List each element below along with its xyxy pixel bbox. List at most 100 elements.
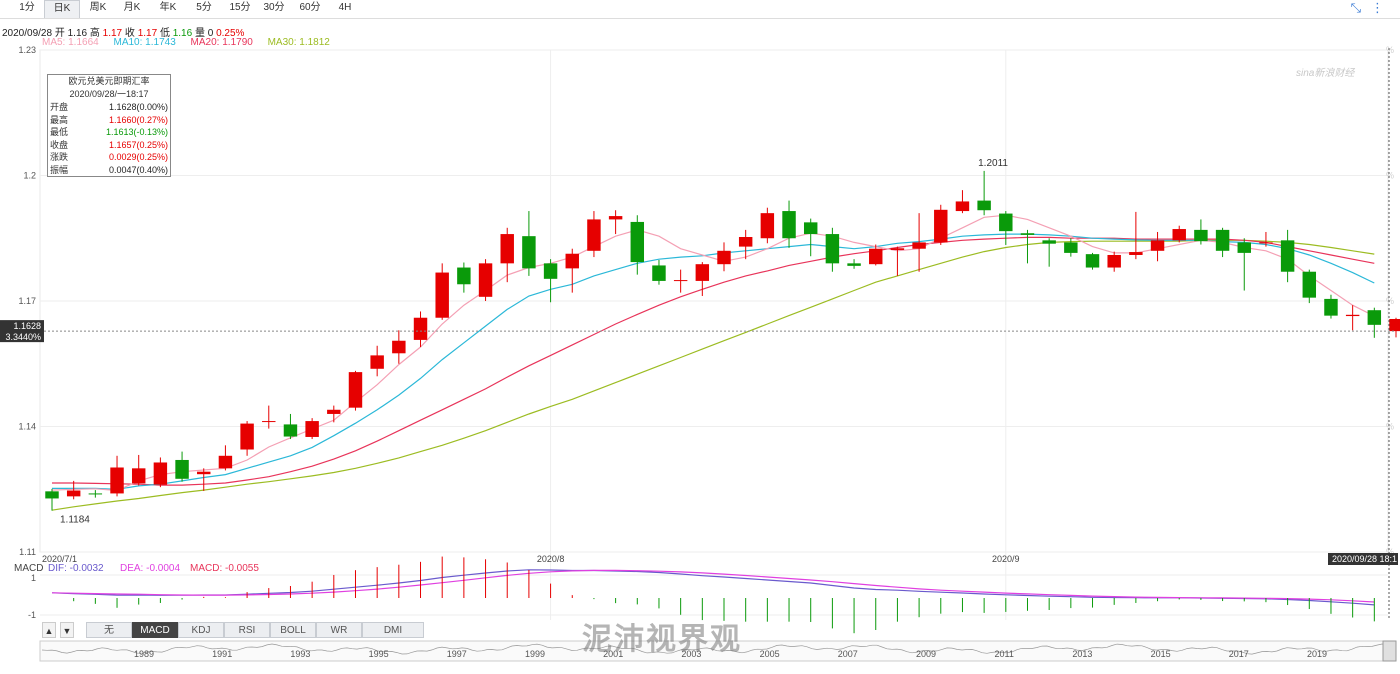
macd-legend-dif: DIF: -0.0032 [48, 563, 104, 574]
candle-body [738, 236, 753, 247]
tab-daily-k[interactable]: 日K [44, 0, 80, 18]
candle-body [890, 248, 905, 250]
info-open: 1.16 [67, 28, 88, 39]
y-tick-pct-label: % [1386, 296, 1394, 306]
overview-year-label: 1997 [447, 649, 467, 659]
tab-4h[interactable]: 4H [338, 2, 352, 13]
tab-5min[interactable]: 5分 [196, 2, 212, 13]
candle-body [608, 216, 623, 220]
overview-year-label: 2015 [1151, 649, 1171, 659]
candle-body [1085, 254, 1100, 268]
current-price-label: 1.1628 [13, 321, 41, 331]
info-pct: 0.25% [216, 28, 245, 39]
info-high-label: 高 [89, 28, 100, 39]
ma20-line [52, 236, 1375, 486]
ma30-legend: MA30: 1.1812 [267, 37, 330, 48]
ma30-line [51, 239, 1375, 511]
info-low-label: 低 [159, 28, 170, 39]
fullscreen-icon[interactable]: ⤡ [1350, 0, 1371, 15]
scroll-up-arrow[interactable]: ▲ [42, 622, 56, 638]
tab-30min[interactable]: 30分 [263, 2, 285, 13]
candle-body [522, 236, 536, 269]
y-tick-label: 1.17 [18, 296, 36, 306]
candle-body [153, 462, 168, 485]
candle-body [782, 211, 796, 239]
overview-year-label: 2013 [1072, 649, 1092, 659]
y-tick-label: 1.11 [19, 547, 36, 557]
indicator-none-button[interactable]: 无 [86, 622, 132, 638]
candle-body [695, 264, 710, 281]
ma10-legend: MA10: 1.1743 [113, 37, 176, 48]
candle-body [218, 455, 233, 469]
candle-body [131, 468, 146, 484]
indicator-dmi-button[interactable]: DMI [362, 622, 424, 638]
candle-body [305, 421, 319, 437]
candle-body [869, 248, 883, 265]
info-date: 2020/09/28 [2, 28, 53, 39]
tooltip-value: 1.1613(-0.13%) [105, 127, 168, 137]
candle-body [435, 272, 449, 318]
candle-body [348, 372, 363, 408]
info-vol-label: 量 [194, 28, 205, 39]
overview-year-label: 2005 [760, 649, 780, 659]
macd-tick-label: -1 [28, 610, 36, 620]
y-tick-label: 1.2 [23, 171, 36, 181]
tooltip-label: 最低 [50, 127, 69, 137]
scroll-down-arrow[interactable]: ▼ [60, 622, 74, 638]
indicator-wr-button[interactable]: WR [316, 622, 362, 638]
candle-body [999, 213, 1013, 232]
candle-body [1302, 271, 1317, 298]
tooltip-label: 收盘 [50, 139, 69, 150]
candle-body [652, 265, 666, 281]
candle-body [327, 409, 341, 414]
indicator-kdj-button[interactable]: KDJ [178, 622, 224, 638]
candle-body [1280, 240, 1295, 272]
tab-15min[interactable]: 15分 [229, 2, 251, 13]
candle-body [110, 467, 124, 494]
candle-body [717, 250, 731, 265]
candle-body [543, 263, 558, 279]
tab-weekly-k[interactable]: 周K [89, 2, 107, 13]
ma10-line [52, 233, 1375, 490]
candle-body [1367, 310, 1382, 325]
end-date-box [1328, 553, 1398, 565]
overview-year-label: 2001 [603, 649, 623, 659]
tooltip-value: 0.0029(0.25%) [108, 152, 168, 162]
overview-line [41, 643, 1393, 655]
candle-body [1237, 242, 1251, 253]
tab-yearly-k[interactable]: 年K [159, 2, 177, 13]
min-price-label: 1.1184 [60, 515, 90, 526]
x-tick-label: 2020/7/1 [42, 554, 77, 564]
candle-body [1259, 242, 1273, 244]
indicator-rsi-button[interactable]: RSI [224, 622, 270, 638]
ma20-legend: MA20: 1.1790 [190, 37, 253, 48]
indicator-boll-button[interactable]: BOLL [270, 622, 316, 638]
tab-monthly-k[interactable]: 月K [123, 2, 141, 13]
period-tab-bar: 1分 日K 周K 月K 年K 5分 15分 30分 60分 4H ⤡⋮ [0, 0, 1400, 19]
candle-body [565, 253, 579, 269]
overview-handle [1382, 640, 1397, 662]
tooltip-title: 欧元兑美元即期汇率 [68, 76, 150, 86]
more-icon[interactable]: ⋮ [1371, 0, 1394, 15]
tab-1min[interactable]: 1分 [19, 2, 35, 13]
candle-body [1172, 229, 1186, 241]
tooltip-value: 1.1657(0.25%) [108, 139, 168, 150]
tooltip-value: 1.1660(0.27%) [108, 114, 168, 125]
info-close: 1.17 [137, 28, 158, 39]
overview-year-label: 2007 [838, 649, 858, 659]
overview-year-label: 2019 [1307, 649, 1327, 659]
y-tick-label: 1.14 [18, 422, 36, 432]
tooltip-label: 涨跌 [50, 152, 69, 162]
candle-body [175, 459, 189, 479]
candle-body [262, 421, 276, 423]
end-date-label: 2020/09/28 18:1 [1332, 554, 1397, 564]
info-low: 1.16 [172, 28, 193, 39]
macd-legend-name: MACD [14, 563, 43, 574]
candle-body [760, 213, 775, 239]
overview-year-label: 2017 [1229, 649, 1249, 659]
tab-60min[interactable]: 60分 [299, 2, 321, 13]
tooltip-label: 振幅 [50, 164, 69, 175]
overview-year-label: 1995 [369, 649, 389, 659]
indicator-macd-button[interactable]: MACD [132, 622, 178, 638]
